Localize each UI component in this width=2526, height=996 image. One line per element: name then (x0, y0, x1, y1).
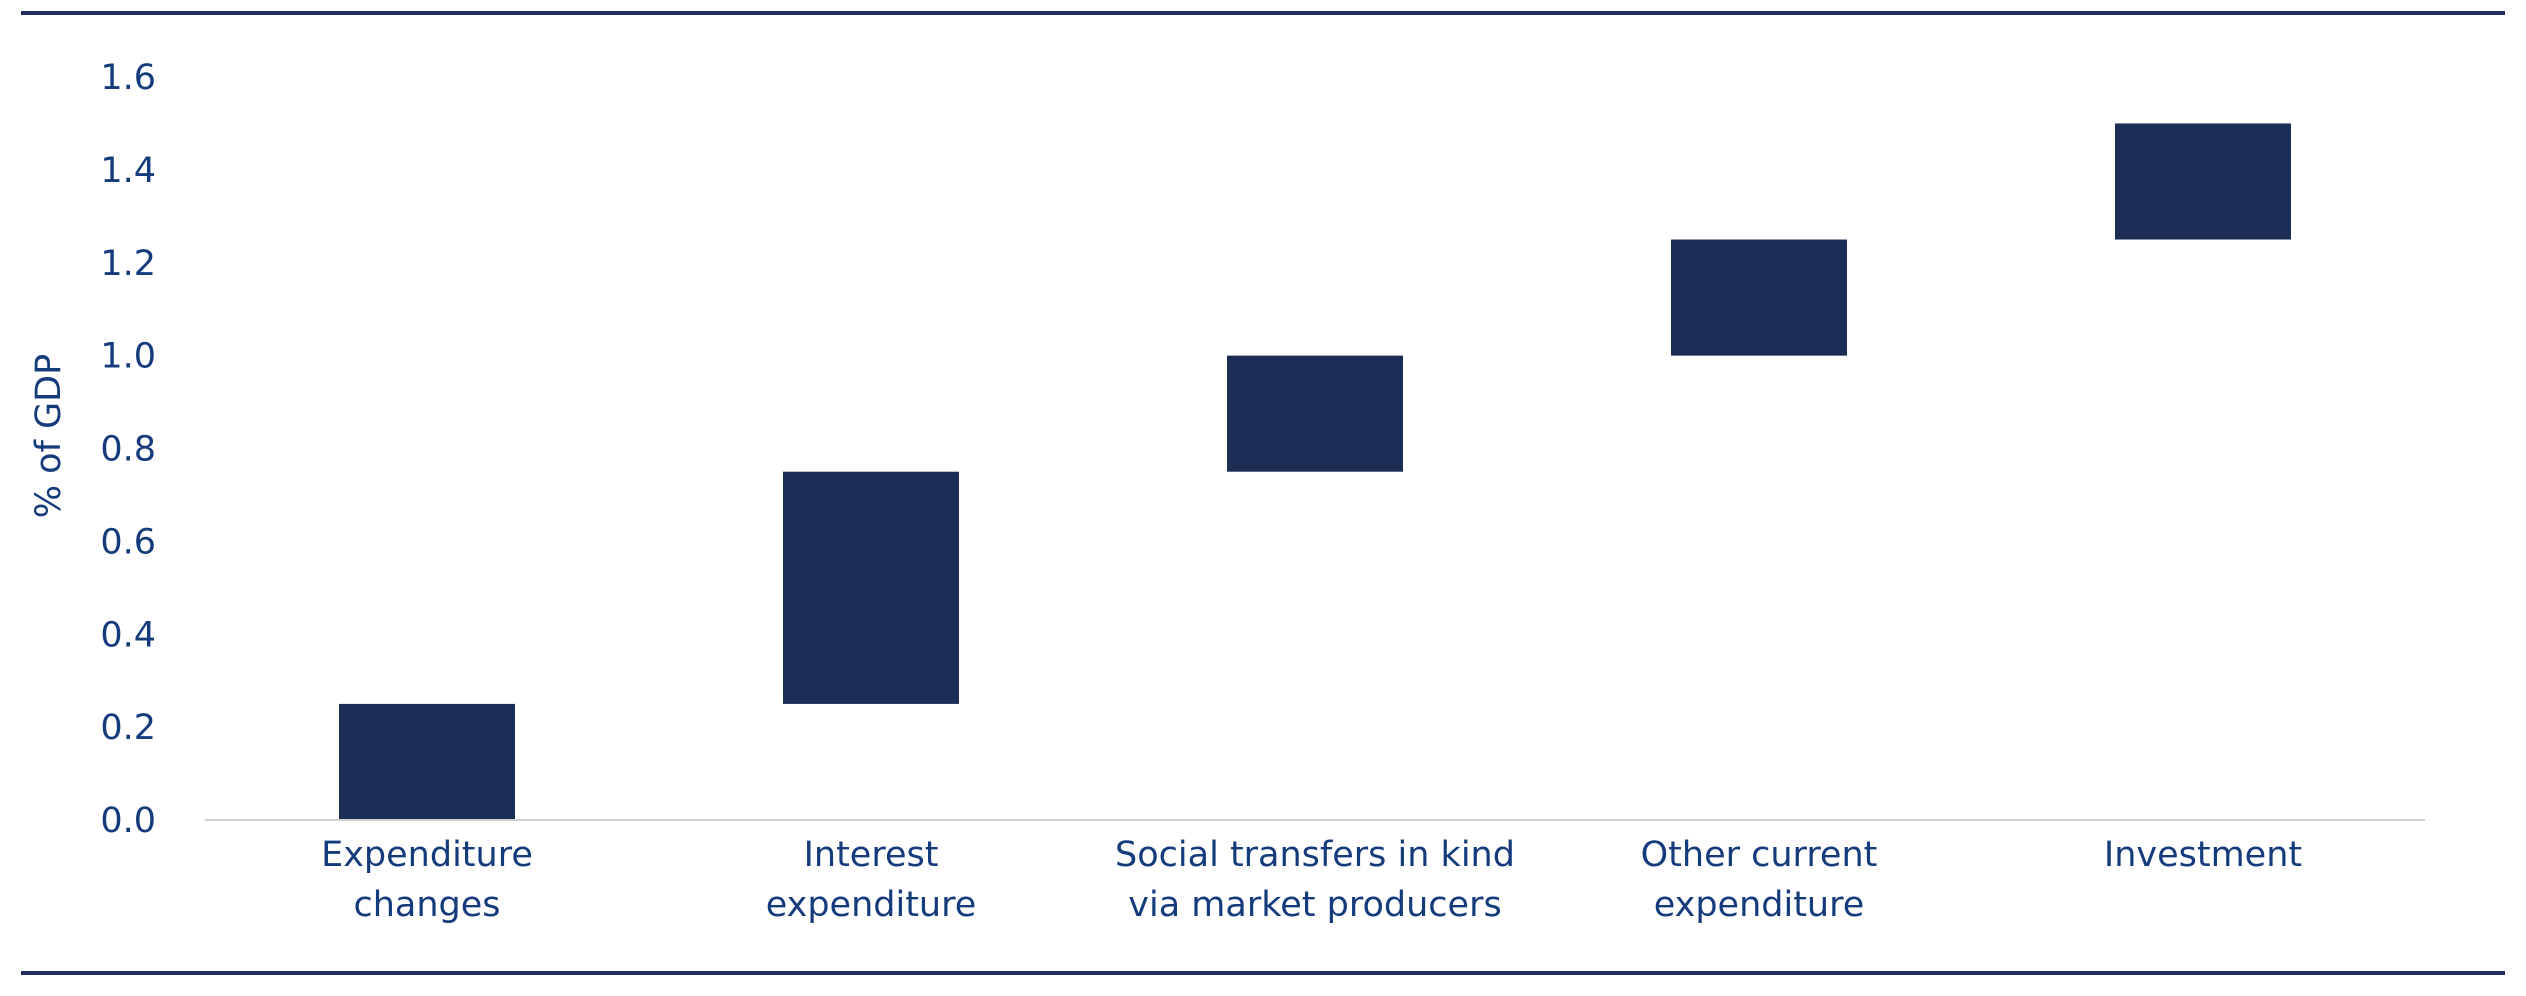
x-tick-label: expenditure (1654, 885, 1865, 925)
bar (339, 703, 515, 820)
x-tick-label: expenditure (766, 885, 977, 925)
x-tick-label: Expenditure (321, 835, 533, 875)
y-tick-label: 0.8 (100, 430, 156, 470)
x-tick-label: Other current (1641, 835, 1878, 875)
y-tick-label: 1.6 (100, 58, 156, 98)
x-tick-label: Social transfers in kind (1115, 835, 1515, 875)
x-tick-label: Interest (804, 835, 939, 875)
y-tick-label: 0.6 (100, 522, 156, 562)
y-tick-label: 1.4 (100, 151, 156, 191)
x-tick-label: Investment (2104, 835, 2302, 875)
bar (1671, 239, 1847, 356)
y-tick-label: 1.2 (100, 244, 156, 284)
y-tick-label: 0.0 (100, 801, 156, 841)
y-axis-label: % of GDP (29, 354, 69, 518)
bar (1227, 355, 1403, 472)
x-tick-label: changes (353, 885, 500, 925)
bar (2115, 123, 2291, 240)
y-tick-label: 0.2 (100, 708, 156, 748)
bar (783, 471, 959, 704)
x-tick-label: via market producers (1128, 885, 1501, 925)
y-tick-label: 0.4 (100, 615, 156, 655)
y-tick-label: 1.0 (100, 337, 156, 377)
